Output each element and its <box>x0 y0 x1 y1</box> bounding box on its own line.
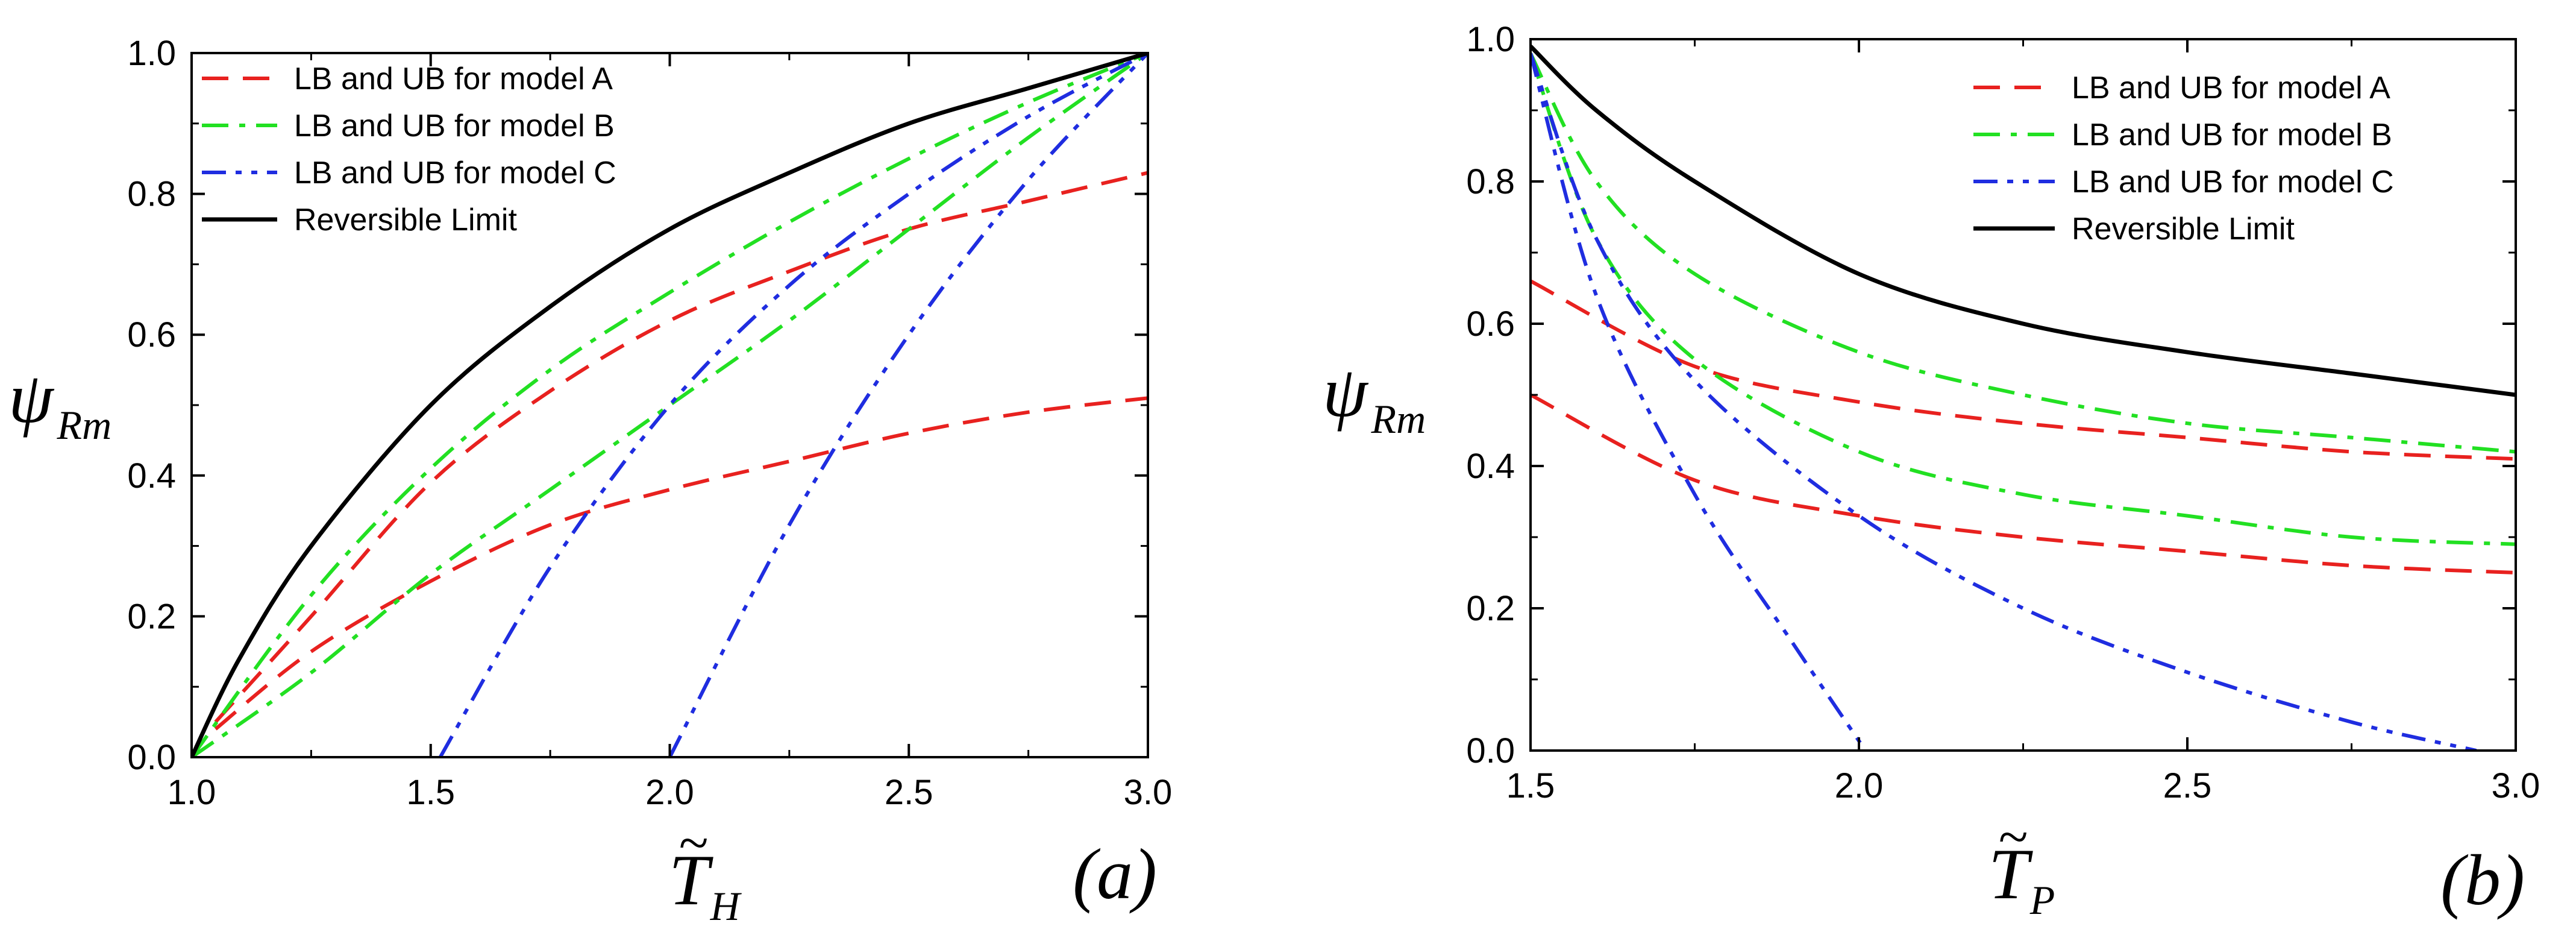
y-axis-subscript: Rm <box>1371 396 1426 442</box>
series-line-model-c-ub <box>1531 52 2477 751</box>
series-group <box>192 53 1148 757</box>
panel-label: (a) <box>1073 834 1157 914</box>
x-tick-label: 1.5 <box>406 773 455 812</box>
y-tick-label: 0.0 <box>127 738 176 777</box>
legend-label: LB and UB for model B <box>2072 118 2392 153</box>
legend-label: Reversible Limit <box>2072 212 2295 247</box>
legend-label: LB and UB for model C <box>294 156 616 190</box>
x-axis-symbol: T <box>669 840 713 920</box>
series-line-model-a-ub <box>214 171 1148 723</box>
x-axis-label: TH <box>669 840 742 929</box>
series-line-model-b-lb <box>192 53 1148 757</box>
legend-label: LB and UB for model C <box>2072 165 2394 200</box>
y-tick-label: 0.4 <box>1466 447 1515 486</box>
y-tick-label: 0.0 <box>1466 731 1515 770</box>
series-line-model-a-ub <box>1531 279 2516 461</box>
series-line-model-b-ub <box>192 53 1148 757</box>
legend-label: Reversible Limit <box>294 203 517 238</box>
series-line-reversible-limit <box>1531 45 2516 397</box>
y-axis-label: ψRm <box>1323 351 1426 442</box>
legend-label: LB and UB for model B <box>294 109 615 143</box>
series-line-model-c-lb <box>668 53 1148 757</box>
x-axis-subscript: P <box>2029 877 2055 923</box>
x-tick-label: 1.5 <box>1506 766 1555 805</box>
series-line-model-a-lb <box>214 396 1148 731</box>
legend-label: LB and UB for model A <box>2072 71 2390 105</box>
x-axis-subscript: H <box>710 883 742 929</box>
y-tick-label: 0.4 <box>127 456 176 496</box>
x-tick-label: 1.0 <box>168 773 216 812</box>
y-axis-subscript: Rm <box>57 402 112 448</box>
series-line-model-c-ub <box>439 53 1148 757</box>
y-tick-label: 0.8 <box>1466 162 1515 201</box>
chart-panel-b: 1.5 2.0 2.5 3.0 0.0 0.2 0.4 0.6 0.8 1.0 LB and UB … <box>1323 20 2540 923</box>
y-tick-label: 0.8 <box>127 175 176 214</box>
series-line-model-a-lb <box>1531 393 2516 575</box>
series-line-model-b-ub <box>1531 52 2516 454</box>
y-axis-symbol: ψ <box>8 357 55 438</box>
x-tick-label: 2.5 <box>2163 766 2212 805</box>
x-axis-symbol: T <box>1988 834 2033 914</box>
y-tick-label: 0.2 <box>127 597 176 636</box>
y-tick-label: 0.2 <box>1466 589 1515 628</box>
y-tick-label: 0.6 <box>1466 304 1515 344</box>
panel-label: (b) <box>2440 840 2525 920</box>
series-group <box>1531 45 2516 751</box>
x-axis-tilde: ~ <box>678 813 708 873</box>
y-tick-label: 1.0 <box>127 34 176 73</box>
y-axis-label: ψRm <box>8 357 111 448</box>
x-tick-label: 3.0 <box>2492 766 2540 805</box>
y-tick-label: 0.6 <box>127 315 176 354</box>
y-tick-label: 1.0 <box>1466 20 1515 59</box>
chart-panel-a: 1.0 1.5 2.0 2.5 3.0 0.0 0.2 0.4 0.6 0.8 1.0 LB and … <box>8 34 1172 929</box>
legend-label: LB and UB for model A <box>294 61 613 96</box>
x-axis-tilde: ~ <box>1998 807 2028 867</box>
x-tick-label: 3.0 <box>1124 773 1173 812</box>
x-tick-label: 2.5 <box>885 773 933 812</box>
series-line-model-c-lb <box>1531 52 1867 751</box>
x-axis-label: TP <box>1988 834 2055 923</box>
series-line-reversible-limit <box>192 53 1148 757</box>
x-tick-label: 2.0 <box>645 773 694 812</box>
y-axis-symbol: ψ <box>1323 351 1369 432</box>
x-tick-label: 2.0 <box>1835 766 1884 805</box>
